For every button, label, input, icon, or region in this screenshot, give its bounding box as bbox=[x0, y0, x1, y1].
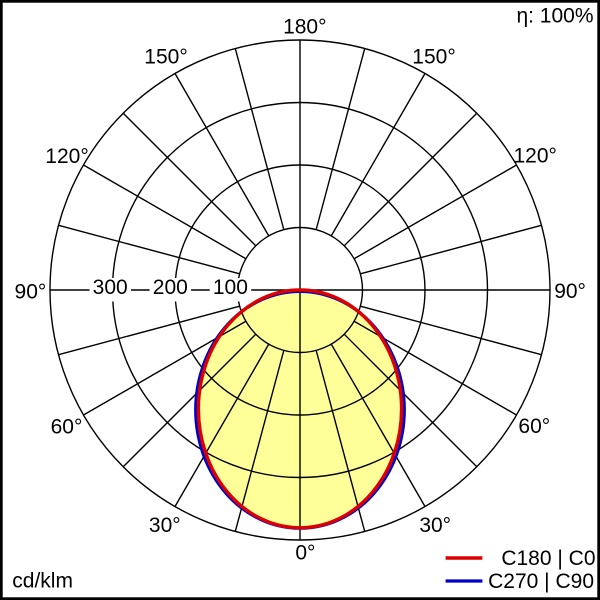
svg-text:150°: 150° bbox=[412, 45, 455, 68]
svg-text:90°: 90° bbox=[15, 280, 47, 303]
svg-text:30°: 30° bbox=[149, 514, 181, 537]
svg-text:120°: 120° bbox=[45, 145, 88, 168]
svg-text:C180 | C0: C180 | C0 bbox=[501, 547, 595, 570]
svg-text:30°: 30° bbox=[419, 514, 451, 537]
svg-text:cd/klm: cd/klm bbox=[12, 570, 73, 593]
svg-text:90°: 90° bbox=[554, 280, 586, 303]
svg-text:60°: 60° bbox=[51, 416, 83, 439]
svg-text:180°: 180° bbox=[283, 15, 326, 38]
svg-text:150°: 150° bbox=[144, 45, 187, 68]
svg-text:C270 | C90: C270 | C90 bbox=[488, 570, 594, 593]
svg-text:60°: 60° bbox=[518, 415, 550, 438]
svg-text:200: 200 bbox=[153, 276, 188, 299]
svg-text:300: 300 bbox=[93, 276, 128, 299]
svg-text:η: 100%: η: 100% bbox=[516, 5, 593, 28]
svg-text:0°: 0° bbox=[295, 541, 315, 564]
svg-text:100: 100 bbox=[213, 276, 248, 299]
svg-text:120°: 120° bbox=[513, 145, 556, 168]
